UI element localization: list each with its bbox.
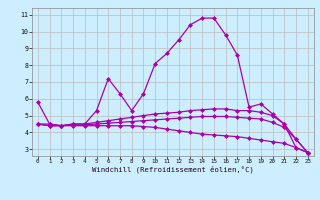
X-axis label: Windchill (Refroidissement éolien,°C): Windchill (Refroidissement éolien,°C) bbox=[92, 166, 254, 173]
